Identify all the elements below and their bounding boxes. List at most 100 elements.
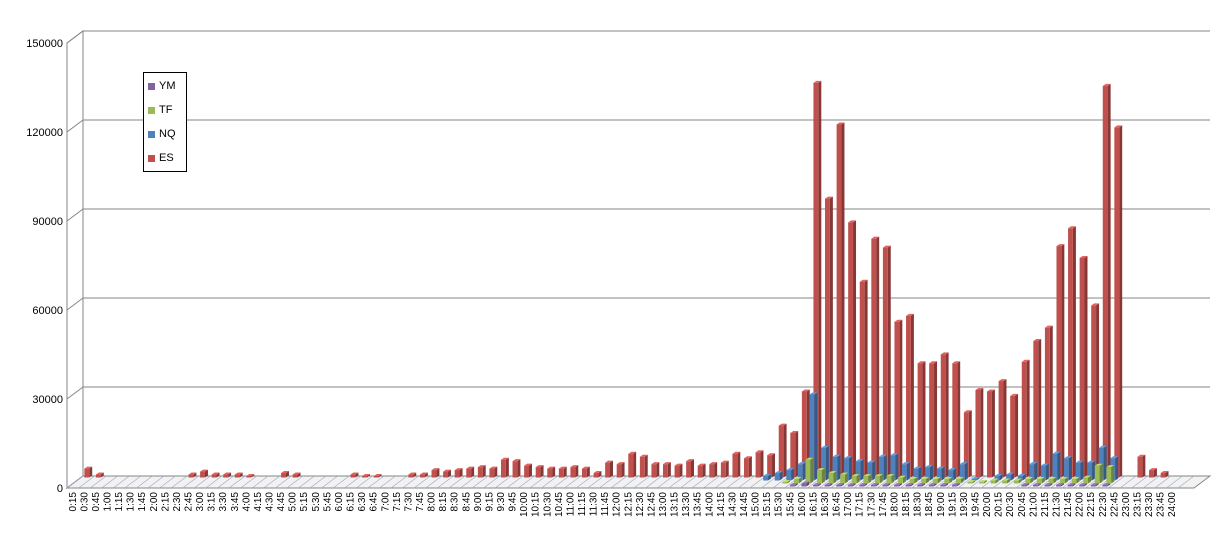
floor-grid-line xyxy=(136,475,153,489)
bar-top xyxy=(929,361,938,364)
x-tick-label: 18:15 xyxy=(901,492,912,517)
floor-grid-line xyxy=(495,475,512,489)
bar-top xyxy=(581,466,590,469)
bar-side xyxy=(945,483,949,487)
bar-side xyxy=(1072,483,1076,487)
bar xyxy=(809,394,815,481)
bar xyxy=(1025,479,1031,484)
bar-top xyxy=(797,462,806,465)
bar xyxy=(963,412,969,478)
bar-top xyxy=(825,196,833,199)
bar-top xyxy=(651,462,660,465)
bar xyxy=(246,476,252,478)
bar-side xyxy=(795,431,799,478)
bar xyxy=(902,464,907,481)
bar-side xyxy=(853,220,857,478)
bar xyxy=(1044,485,1050,487)
floor-grid-line xyxy=(599,475,616,489)
x-tick-label: 22:15 xyxy=(1086,492,1097,517)
bar-side xyxy=(216,472,220,478)
bar xyxy=(1056,246,1062,478)
bar xyxy=(443,471,448,478)
bar-side xyxy=(922,483,926,487)
bar-side xyxy=(953,468,957,481)
floor-grid-line xyxy=(552,475,570,489)
bar xyxy=(1010,395,1016,478)
bar-top xyxy=(917,483,926,486)
bar-side xyxy=(806,389,810,478)
bar-top xyxy=(1052,451,1061,454)
bar-side xyxy=(1068,456,1072,481)
bar-top xyxy=(859,279,868,282)
x-tick-label: 16:00 xyxy=(797,492,808,517)
bars xyxy=(84,80,1169,487)
bar xyxy=(1033,341,1039,478)
bar xyxy=(932,479,938,484)
legend-swatch xyxy=(148,82,155,90)
bar-top xyxy=(882,245,891,248)
bar xyxy=(944,479,950,484)
bar xyxy=(909,479,915,484)
bar-side xyxy=(879,474,883,484)
bar xyxy=(917,485,923,487)
bar-side xyxy=(899,319,903,478)
bar xyxy=(1036,479,1042,484)
bar-side xyxy=(563,466,567,478)
floor-grid-line xyxy=(471,475,489,489)
y-tick-label: 150000 xyxy=(26,38,63,50)
x-tick-label: 17:30 xyxy=(866,492,877,517)
bar-top xyxy=(1013,478,1022,481)
floor-grid-line xyxy=(1166,475,1183,489)
bar-side xyxy=(833,471,837,484)
bar-side xyxy=(825,445,829,481)
bar-top xyxy=(851,474,860,477)
bar xyxy=(686,461,692,478)
bar xyxy=(913,468,919,481)
bar-side xyxy=(980,387,984,478)
bar-side xyxy=(845,472,849,484)
bar-side xyxy=(933,483,937,487)
x-tick-label: 20:45 xyxy=(1017,492,1028,517)
bar-side xyxy=(1119,125,1123,478)
bar-top xyxy=(959,462,968,465)
bar-side xyxy=(447,469,451,478)
bar xyxy=(847,485,853,487)
x-tick-label: 21:30 xyxy=(1051,492,1062,517)
bar xyxy=(917,363,923,478)
floor-grid-line xyxy=(194,475,211,489)
x-tick-label: 8:30 xyxy=(450,492,461,512)
floor-grid-line xyxy=(309,475,327,489)
x-tick-label: 0:30 xyxy=(79,492,90,512)
floor-grid-line xyxy=(772,475,790,489)
bar-top xyxy=(1064,456,1072,459)
bar-top xyxy=(1098,445,1107,448)
bar-top xyxy=(755,450,764,453)
bar-top xyxy=(558,466,567,469)
bar-top xyxy=(936,466,945,469)
bar-side xyxy=(1034,462,1038,481)
bar xyxy=(801,391,807,478)
bar-side xyxy=(517,459,521,478)
bar-side xyxy=(779,471,783,481)
bar-top xyxy=(292,472,301,475)
floor-grid-line xyxy=(240,475,257,489)
bar-top xyxy=(373,474,382,477)
bar-top xyxy=(790,431,799,433)
bar-top xyxy=(809,392,818,395)
bar xyxy=(1083,477,1089,484)
bar-side xyxy=(887,245,891,478)
bar-side xyxy=(1084,255,1088,478)
bar-side xyxy=(1057,451,1061,481)
bar-top xyxy=(686,459,695,462)
bar xyxy=(793,479,799,484)
floor-grid-line xyxy=(170,475,188,489)
x-tick-label: 17:15 xyxy=(855,492,866,517)
bar xyxy=(1048,479,1054,484)
bar-top xyxy=(419,472,428,475)
bar xyxy=(744,458,749,478)
floor-grid-line xyxy=(564,475,581,489)
bar-side xyxy=(910,483,914,487)
bar-side xyxy=(1060,483,1064,487)
bar-top xyxy=(211,472,220,475)
bar-top xyxy=(200,469,208,472)
